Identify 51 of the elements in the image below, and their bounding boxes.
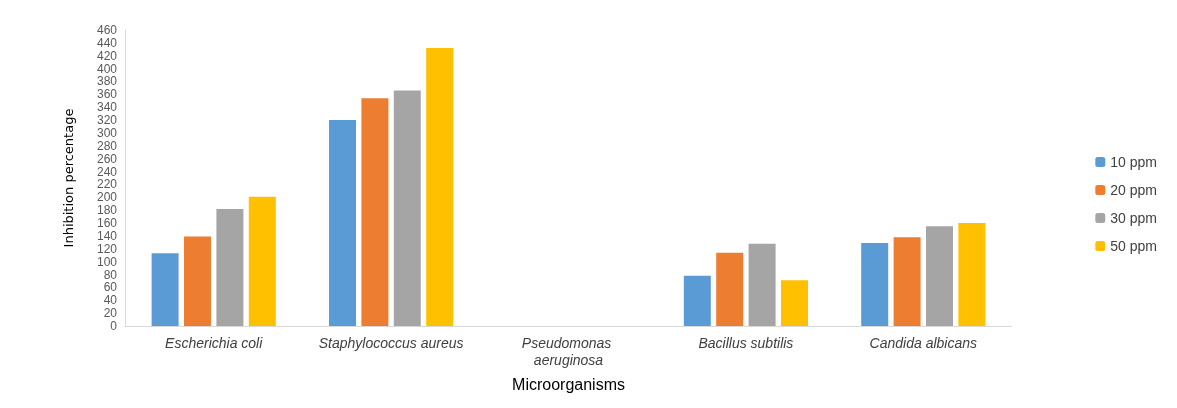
- bar: [861, 242, 889, 326]
- y-tick-label: 320: [96, 113, 118, 128]
- y-tick-label: 40: [103, 293, 118, 308]
- y-tick-label: 400: [96, 61, 118, 76]
- bar: [748, 243, 776, 326]
- bar: [683, 275, 711, 326]
- bar: [893, 237, 921, 326]
- bar: [393, 90, 421, 326]
- bar: [248, 196, 276, 326]
- legend-label: 20 ppm: [1110, 182, 1158, 198]
- y-tick-label: 240: [96, 164, 118, 179]
- y-tick-label: 120: [96, 241, 118, 256]
- y-tick-label: 80: [103, 267, 118, 282]
- bar: [184, 236, 211, 326]
- y-tick-label: 380: [96, 74, 118, 89]
- bar: [361, 98, 389, 326]
- y-axis-title: Inhibition percentage: [61, 108, 76, 248]
- x-tick-label: Candida albicans: [869, 334, 977, 351]
- y-tick-label: 360: [96, 87, 118, 102]
- y-tick-label: 440: [96, 35, 118, 50]
- y-tick-label: 420: [96, 48, 118, 63]
- bar: [926, 226, 953, 326]
- bar: [780, 280, 808, 326]
- y-tick-label: 460: [96, 23, 118, 37]
- y-tick-label: 280: [96, 138, 118, 153]
- legend-label: 30 ppm: [1110, 210, 1158, 226]
- y-tick-label: 260: [96, 151, 118, 166]
- bar: [716, 252, 744, 326]
- y-tick-label: 140: [96, 228, 118, 243]
- x-tick-label: Bacillus subtilis: [698, 334, 794, 351]
- y-tick-label: 60: [103, 280, 118, 295]
- bar: [216, 208, 244, 326]
- legend-label: 50 ppm: [1110, 238, 1158, 254]
- bar: [151, 253, 179, 326]
- x-axis-title: Microorganisms: [512, 375, 625, 393]
- y-tick-label: 0: [110, 319, 118, 333]
- y-tick-label: 160: [96, 216, 118, 231]
- y-tick-label: 220: [96, 177, 118, 192]
- bar: [426, 48, 454, 326]
- bar: [329, 120, 357, 326]
- bar: [958, 223, 986, 326]
- y-tick-label: 180: [96, 203, 118, 218]
- y-tick-label: 340: [96, 100, 118, 115]
- x-tick-label: Pseudomonas aeruginosa: [521, 334, 616, 368]
- y-tick-label: 20: [103, 306, 118, 321]
- y-tick-label: 300: [96, 125, 118, 140]
- y-tick-label: 200: [96, 190, 118, 205]
- legend-label: 10 ppm: [1110, 154, 1158, 170]
- y-tick-label: 100: [96, 254, 118, 269]
- x-tick-label: Staphylococcus aureus: [318, 334, 464, 351]
- x-tick-label: Escherichia coli: [165, 334, 264, 351]
